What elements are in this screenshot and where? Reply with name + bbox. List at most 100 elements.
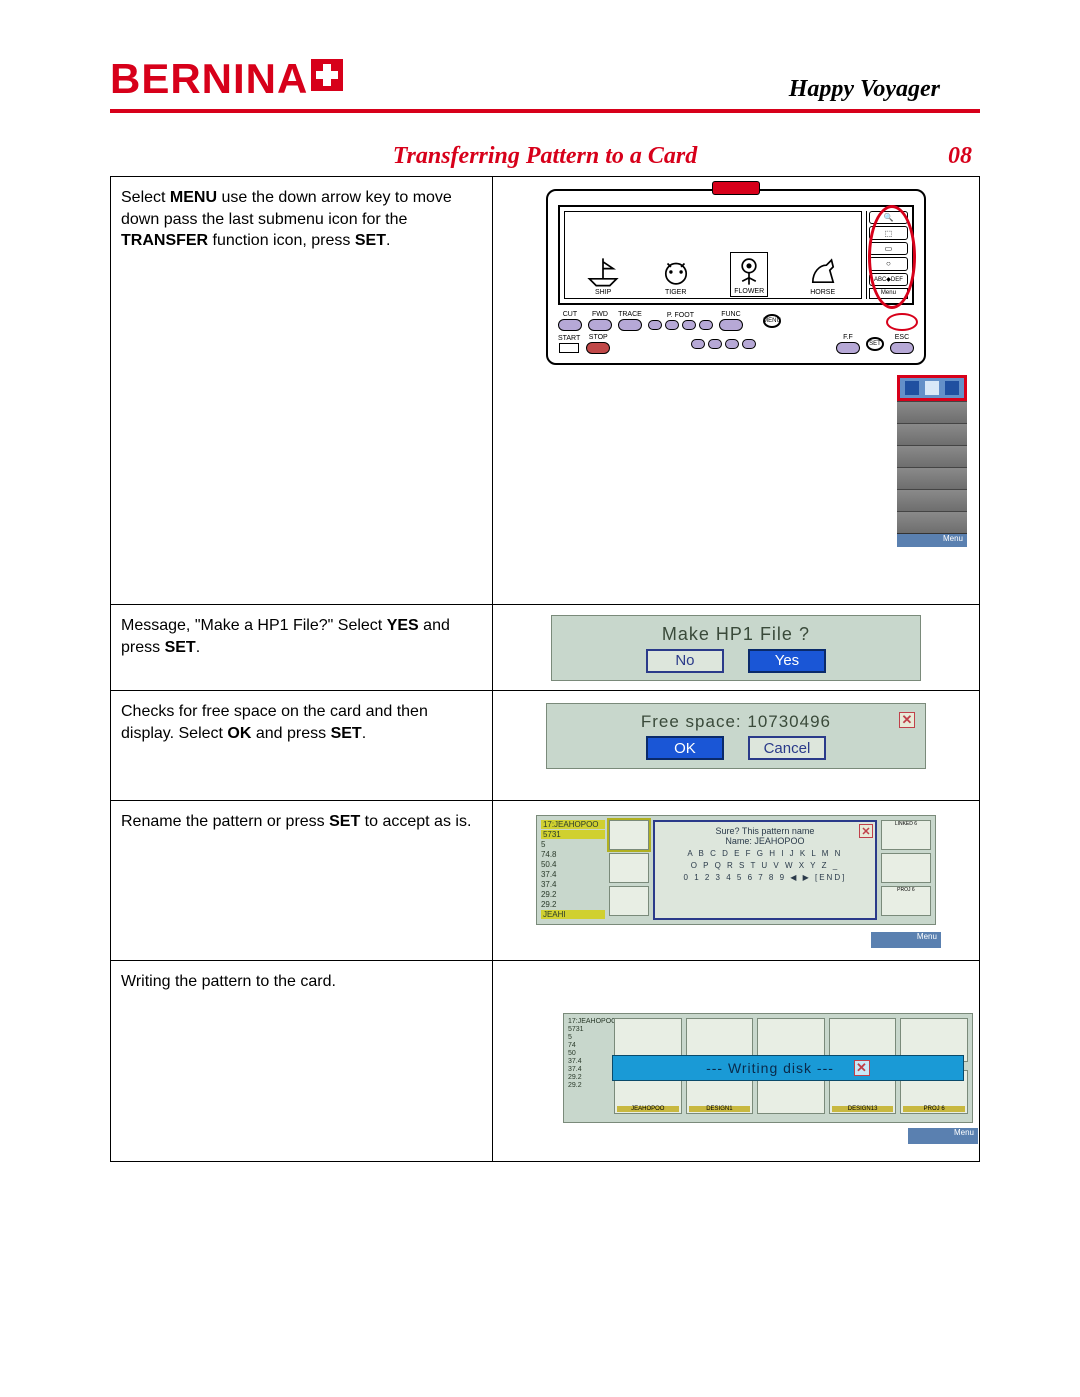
product-name: Happy Voyager — [789, 76, 940, 103]
stop-button[interactable] — [586, 342, 610, 354]
info: 17:JEAHOPOO — [541, 820, 605, 829]
rename-dialog: ✕ Sure? This pattern name Name: JEAHOPOO… — [653, 820, 877, 920]
step1-image: SHIP TIGER FLOWER HORSE 🔍 ⬚ ▭ ○ ABC◆DEF … — [493, 177, 979, 604]
nav-button[interactable] — [708, 339, 722, 349]
txt: . — [196, 639, 200, 656]
kbd-row[interactable]: A B C D E F G H I J K L M N — [687, 849, 842, 858]
no-button[interactable]: No — [646, 649, 724, 673]
thumb — [609, 886, 649, 916]
ok-button[interactable]: OK — [646, 736, 724, 760]
lbl: JEAHOPOO — [617, 1106, 679, 1112]
machine-screen: SHIP TIGER FLOWER HORSE 🔍 ⬚ ▭ ○ ABC◆DEF … — [558, 205, 914, 305]
step3-text: Checks for free space on the card and th… — [111, 691, 493, 800]
step5-text: Writing the pattern to the card. — [111, 961, 493, 1161]
nav-button[interactable] — [742, 339, 756, 349]
esc-button[interactable] — [890, 342, 914, 354]
card-segment — [897, 489, 967, 511]
card-segment — [897, 401, 967, 423]
nav-button[interactable] — [691, 339, 705, 349]
card-stack: Menu — [897, 375, 967, 547]
ok-kw: OK — [227, 725, 251, 742]
yes-button[interactable]: Yes — [748, 649, 826, 673]
lbl: SHIP — [595, 289, 611, 296]
info: 50.4 — [541, 860, 605, 869]
trace-lbl: TRACE — [618, 311, 642, 318]
step2-image: Make HP1 File ? No Yes — [493, 605, 979, 690]
step4-text: Rename the pattern or press SET to accep… — [111, 801, 493, 960]
rename-right: LINKED 6 PROJ 6 — [881, 820, 931, 920]
kbd-row[interactable]: 0 1 2 3 4 5 6 7 8 9 ◀ ▶ [END] — [684, 873, 847, 882]
step-row-2: Message, "Make a HP1 File?" Select YES a… — [111, 605, 979, 691]
info: 29.2 — [568, 1082, 610, 1089]
func-lbl: FUNC — [721, 311, 740, 318]
set-kw: SET — [331, 725, 362, 742]
transfer-kw: TRANSFER — [121, 232, 208, 249]
thumb — [609, 853, 649, 883]
lcd-free-space: ✕ Free space: 10730496 OK Cancel — [546, 703, 926, 769]
card-segment — [897, 467, 967, 489]
close-icon[interactable]: ✕ — [854, 1060, 870, 1076]
cancel-button[interactable]: Cancel — [748, 736, 826, 760]
menu-strip: Menu — [908, 1128, 978, 1144]
lcd-writing: 17:JEAHOPOO 5731 5 74 50 37.4 37.4 29.2 … — [563, 1013, 973, 1123]
txt: and press — [251, 725, 330, 742]
left-button[interactable] — [648, 320, 662, 330]
writing-text: --- Writing disk --- — [706, 1060, 834, 1076]
step3-image: ✕ Free space: 10730496 OK Cancel — [493, 691, 979, 800]
page-header: BERNINA Happy Voyager — [110, 55, 980, 103]
pattern-ship: SHIP — [586, 255, 620, 296]
lbl: PROJ 6 — [897, 887, 915, 893]
section-number: 08 — [912, 143, 972, 170]
plus-button[interactable] — [699, 320, 713, 330]
step-row-1: Select MENU use the down arrow key to mo… — [111, 177, 979, 605]
machine-body: SHIP TIGER FLOWER HORSE 🔍 ⬚ ▭ ○ ABC◆DEF … — [546, 189, 926, 365]
close-icon[interactable]: ✕ — [859, 824, 873, 838]
func-button[interactable] — [719, 319, 743, 331]
set-kw: SET — [165, 639, 196, 656]
fwd-button[interactable] — [588, 319, 612, 331]
start-button[interactable] — [559, 343, 579, 353]
stop-lbl: STOP — [589, 334, 608, 341]
nav-button[interactable] — [725, 339, 739, 349]
card-menu-label: Menu — [897, 533, 967, 547]
right-button[interactable] — [665, 320, 679, 330]
writing-info: 17:JEAHOPOO 5731 5 74 50 37.4 37.4 29.2 … — [568, 1018, 610, 1118]
lbl: TIGER — [665, 289, 686, 296]
thumb: LINKED 6 — [881, 820, 931, 850]
highlight-oval-menu — [886, 313, 918, 331]
step-row-3: Checks for free space on the card and th… — [111, 691, 979, 801]
step-row-4: Rename the pattern or press SET to accep… — [111, 801, 979, 961]
brand-name: BERNINA — [110, 55, 308, 103]
button-board: CUT FWD TRACE P. FOOT FUNC MENU START ST… — [558, 311, 914, 354]
highlight-oval-sidebar — [868, 205, 916, 309]
instruction-table: Select MENU use the down arrow key to mo… — [110, 176, 980, 1162]
cut-button[interactable] — [558, 319, 582, 331]
txt: Rename the pattern or press — [121, 813, 329, 830]
lbl: HORSE — [810, 289, 835, 296]
txt: . — [386, 232, 390, 249]
lcd-title: Make HP1 File ? — [662, 624, 810, 645]
info: 74.8 — [541, 850, 605, 859]
set-button[interactable]: SET — [866, 337, 884, 351]
menu-button[interactable]: MENU — [763, 314, 781, 328]
txt: Select — [121, 189, 170, 206]
lcd-make-hp1: Make HP1 File ? No Yes — [551, 615, 921, 681]
card-segment — [897, 511, 967, 533]
info: 29.2 — [568, 1074, 610, 1081]
dlg-line: Sure? This pattern name — [715, 826, 814, 836]
txt: Writing the pattern to the card. — [121, 973, 336, 990]
info: 5 — [568, 1034, 610, 1041]
writing-status-bar: --- Writing disk --- ✕ — [612, 1055, 964, 1081]
thumb: PROJ 6 — [881, 886, 931, 916]
trace-button[interactable] — [618, 319, 642, 331]
thumb — [881, 853, 931, 883]
kbd-row[interactable]: O P Q R S T U V W X Y Z _ — [691, 861, 839, 870]
set-kw: SET — [355, 232, 386, 249]
close-icon[interactable]: ✕ — [899, 712, 915, 728]
pattern-list: SHIP TIGER FLOWER HORSE — [564, 211, 862, 299]
step5-image: 17:JEAHOPOO 5731 5 74 50 37.4 37.4 29.2 … — [493, 961, 979, 1161]
txt: function icon, press — [208, 232, 355, 249]
ff-button[interactable] — [836, 342, 860, 354]
info: 5731 — [568, 1026, 610, 1033]
minus-button[interactable] — [682, 320, 696, 330]
